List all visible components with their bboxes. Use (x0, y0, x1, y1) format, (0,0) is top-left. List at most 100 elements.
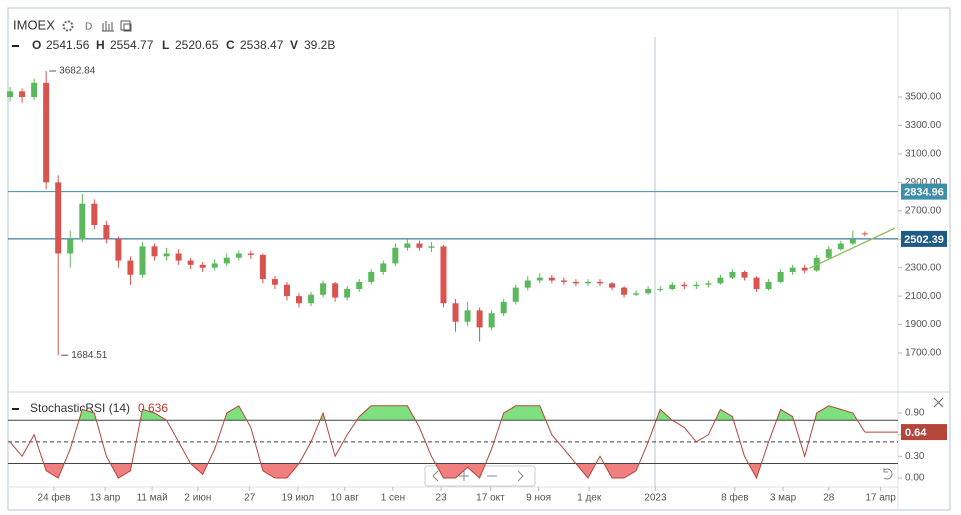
candle-body (103, 225, 110, 240)
candle-body (645, 289, 652, 294)
x-tick-label: 17 апр (865, 493, 896, 504)
toolbar-icons[interactable] (102, 20, 132, 32)
x-tick-label: 24 фев (37, 492, 70, 504)
price-tag (901, 230, 947, 247)
ohlc-label: L (162, 38, 169, 52)
candle-body (476, 310, 483, 328)
candle-body (669, 284, 676, 290)
indicator-line (9, 405, 866, 480)
indicator-name: StochasticRSI (14) (30, 401, 130, 415)
overbought-fill (79, 405, 858, 421)
value-tag (901, 424, 947, 441)
ohlc-value: 2538.47 (240, 38, 284, 52)
candle-body (91, 203, 98, 226)
candle-body (861, 233, 868, 235)
candle-body (271, 279, 278, 285)
value-tag-label: 0.64 (905, 427, 927, 439)
y-tick-label: 0.30 (905, 451, 925, 462)
candle-body (187, 260, 194, 265)
ohlc-label: O (32, 38, 41, 52)
candle-body (356, 281, 363, 290)
candle-body (211, 263, 218, 268)
candle-body (524, 280, 531, 288)
extreme-label: 1684.51 (71, 350, 108, 361)
frame (7, 7, 951, 511)
candle-body (657, 289, 664, 291)
candle-body (428, 246, 435, 248)
x-tick-label: 28 (823, 493, 835, 504)
candle-body (259, 254, 266, 280)
candle-body (380, 263, 387, 272)
x-tick-label: 8 фев (721, 492, 748, 504)
y-tick-label: 2100.00 (905, 291, 942, 302)
candle-body (572, 281, 579, 284)
candle-body (368, 271, 375, 282)
ohlc-value: 2554.77 (110, 38, 154, 52)
candle-body (344, 289, 351, 298)
candle-body (79, 203, 86, 240)
candle-body (320, 283, 327, 295)
x-tick-label: 1 сен (381, 493, 405, 504)
y-tick-label: 3300.00 (905, 120, 942, 131)
candle-body (789, 267, 796, 272)
y-tick-label: 2300.00 (905, 262, 942, 273)
candle-body (633, 293, 640, 295)
candle-body (681, 284, 688, 287)
candle-body (512, 287, 519, 302)
candle-body (223, 257, 230, 264)
candle-body (765, 281, 772, 290)
candle-body (609, 283, 616, 288)
candle-body (801, 267, 808, 271)
candle-body (7, 91, 14, 98)
candle-body (560, 280, 567, 282)
settings-icon[interactable] (62, 20, 74, 32)
y-tick-label: 2700.00 (905, 205, 942, 216)
candle-body (548, 277, 555, 281)
candle-body (31, 82, 38, 98)
close-icon[interactable] (933, 397, 944, 408)
x-tick-label: 19 июл (281, 493, 314, 504)
price-tag-label: 2834.96 (904, 187, 944, 199)
interval[interactable]: D (85, 22, 92, 33)
candle-body (717, 277, 724, 284)
candle-body (536, 277, 543, 281)
candle-body (163, 253, 170, 257)
y-tick-label: 3500.00 (905, 92, 942, 103)
candle-body (175, 253, 182, 261)
candle-body (67, 239, 74, 254)
x-tick-label: 11 май (137, 493, 168, 504)
y-tick-label: 0.00 (905, 473, 925, 484)
candle-body (332, 283, 339, 298)
price-tag (901, 183, 947, 200)
x-tick-label: 10 авг (331, 493, 360, 504)
y-tick-label: 0.90 (905, 408, 925, 419)
candle-body (729, 271, 736, 278)
price-tag-label: 2502.39 (904, 234, 944, 246)
candle-body (308, 294, 315, 304)
candle-body (584, 281, 591, 284)
candle-body (741, 271, 748, 278)
y-tick-label: 1900.00 (905, 319, 942, 330)
ohlc-label: V (290, 38, 298, 52)
candle-body (452, 303, 459, 322)
x-tick-label: 9 ноя (526, 493, 551, 504)
candle-body (416, 243, 423, 248)
ohlc-value: 39.2B (304, 38, 335, 52)
candle-body (464, 310, 471, 322)
candle-body (753, 277, 760, 290)
ohlc-label: C (226, 38, 235, 52)
candle-body (199, 264, 206, 268)
reset-icon[interactable] (883, 468, 893, 480)
candle-body (597, 281, 604, 284)
candle-body (43, 82, 50, 183)
candle-body (621, 287, 628, 295)
candle-body (151, 246, 158, 257)
y-tick-label: 3100.00 (905, 149, 942, 160)
candle-body (283, 284, 290, 297)
candle-body (837, 243, 844, 250)
candle-body (488, 313, 495, 328)
candle-body (777, 271, 784, 282)
x-tick-label: 13 апр (90, 493, 121, 504)
candle-body (705, 283, 712, 285)
candle-body (500, 301, 507, 314)
